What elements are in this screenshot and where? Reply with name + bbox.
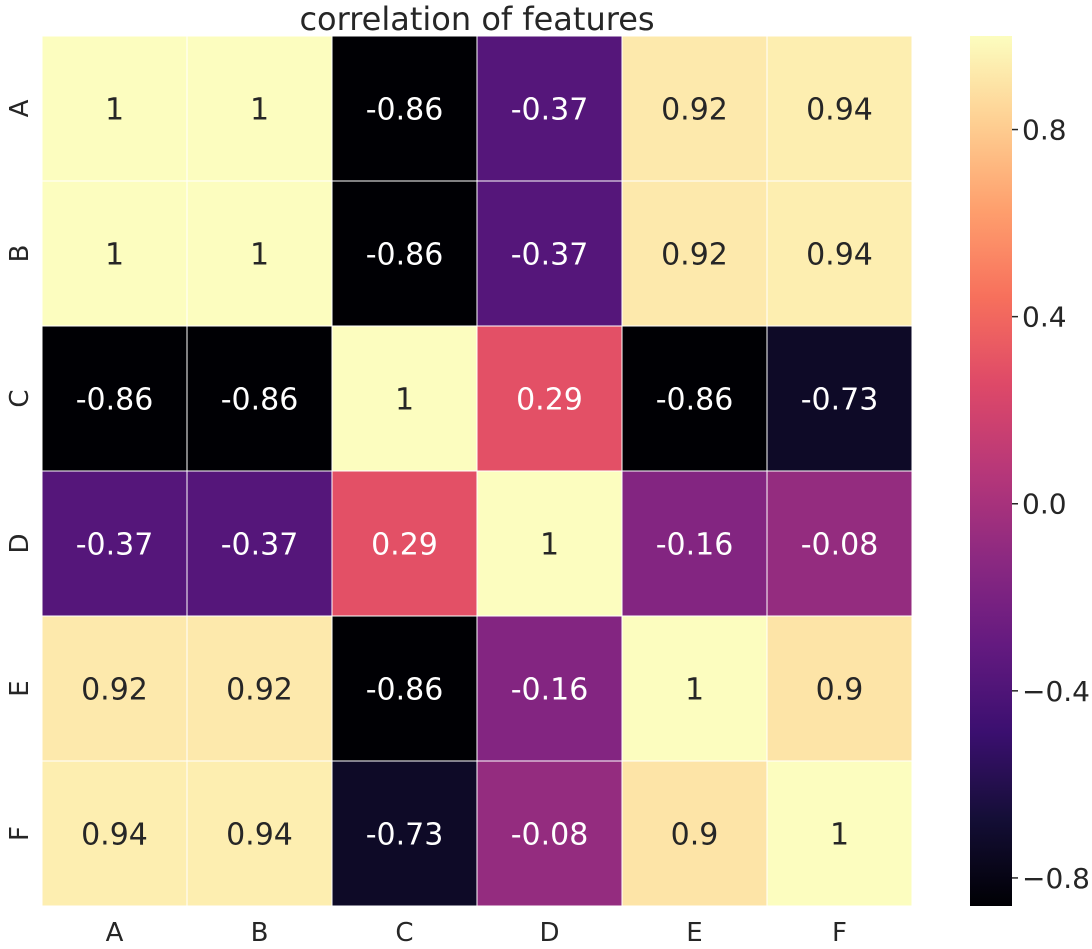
colorbar-gradient — [970, 36, 1012, 906]
colorbar-ticks: 0.8 0.4 0.0 −0.4 −0.8 — [1012, 114, 1090, 895]
cell-annotation-D-B: -0.37 — [221, 528, 299, 563]
heatmap-cell-B-D — [476, 180, 623, 327]
heatmap-cell-E-C — [331, 615, 478, 762]
x-tick-label-D: D — [539, 918, 559, 948]
cell-annotation-C-F: -0.73 — [801, 383, 879, 418]
y-tick-label-B: B — [5, 245, 35, 263]
heatmap-cell-A-F — [766, 35, 913, 182]
cell-annotation-A-D: -0.37 — [511, 93, 589, 128]
heatmap-cells — [41, 35, 913, 907]
heatmap-cell-A-C — [331, 35, 478, 182]
chart-title: correlation of features — [299, 0, 654, 38]
cell-annotation-E-E: 1 — [685, 673, 704, 708]
cell-annotation-E-F: 0.9 — [816, 673, 864, 708]
heatmap-cell-B-F — [766, 180, 913, 327]
cell-annotation-D-E: -0.16 — [656, 528, 734, 563]
heatmap-cell-C-A — [41, 325, 188, 472]
cell-annotation-B-D: -0.37 — [511, 238, 589, 273]
heatmap-cell-A-D — [476, 35, 623, 182]
heatmap-cell-B-B — [186, 180, 333, 327]
heatmap-cell-D-D — [476, 470, 623, 617]
heatmap-cell-B-A — [41, 180, 188, 327]
y-tick-label-C: C — [5, 389, 35, 407]
cell-annotation-D-C: 0.29 — [371, 528, 438, 563]
cell-annotation-A-C: -0.86 — [366, 93, 444, 128]
heatmap-cell-E-F — [766, 615, 913, 762]
y-axis-tick-labels: A B C D E F — [5, 99, 35, 841]
x-axis-tick-labels: A B C D E F — [106, 918, 847, 948]
x-tick-label-E: E — [686, 918, 702, 948]
cell-annotation-A-A: 1 — [105, 93, 124, 128]
cell-annotation-D-D: 1 — [540, 528, 559, 563]
heatmap-cell-C-E — [621, 325, 768, 472]
y-tick-label-E: E — [5, 680, 35, 696]
heatmap-annotations: 1 1 -0.86 -0.37 0.92 0.94 1 1 -0.86 -0.37 0.92 0.94… — [76, 93, 879, 853]
heatmap-cell-F-E — [621, 760, 768, 907]
colorbar: 0.8 0.4 0.0 −0.4 −0.8 — [970, 36, 1090, 906]
cell-annotation-A-F: 0.94 — [806, 93, 873, 128]
x-tick-label-A: A — [106, 918, 124, 948]
heatmap-cell-F-D — [476, 760, 623, 907]
heatmap-cell-D-E — [621, 470, 768, 617]
x-tick-label-C: C — [395, 918, 413, 948]
heatmap-cell-C-B — [186, 325, 333, 472]
cell-annotation-B-A: 1 — [105, 238, 124, 273]
heatmap-cell-D-C — [331, 470, 478, 617]
y-tick-label-A: A — [5, 99, 35, 117]
heatmap-cell-F-F — [766, 760, 913, 907]
cell-annotation-C-A: -0.86 — [76, 383, 154, 418]
cell-annotation-E-B: 0.92 — [226, 673, 293, 708]
heatmap-cell-F-A — [41, 760, 188, 907]
cell-annotation-E-D: -0.16 — [511, 673, 589, 708]
x-tick-label-F: F — [832, 918, 847, 948]
cell-annotation-C-C: 1 — [395, 383, 414, 418]
cell-annotation-F-A: 0.94 — [81, 818, 148, 853]
cell-annotation-E-C: -0.86 — [366, 673, 444, 708]
cell-annotation-C-D: 0.29 — [516, 383, 583, 418]
cell-annotation-B-F: 0.94 — [806, 238, 873, 273]
cell-annotation-B-B: 1 — [250, 238, 269, 273]
cell-annotation-F-F: 1 — [830, 818, 849, 853]
cell-annotation-F-D: -0.08 — [511, 818, 589, 853]
cell-annotation-C-E: -0.86 — [656, 383, 734, 418]
cell-annotation-F-B: 0.94 — [226, 818, 293, 853]
cell-annotation-F-C: -0.73 — [366, 818, 444, 853]
heatmap-cell-E-D — [476, 615, 623, 762]
cell-annotation-B-C: -0.86 — [366, 238, 444, 273]
colorbar-tick-label: −0.4 — [1022, 675, 1090, 708]
heatmap-cell-C-D — [476, 325, 623, 472]
heatmap-cell-A-A — [41, 35, 188, 182]
colorbar-tick-label: 0.8 — [1022, 114, 1067, 147]
cell-annotation-D-A: -0.37 — [76, 528, 154, 563]
colorbar-tick-label: −0.8 — [1022, 862, 1090, 895]
heatmap-cell-A-E — [621, 35, 768, 182]
y-tick-label-D: D — [5, 533, 35, 553]
heatmap-cell-E-A — [41, 615, 188, 762]
heatmap-cell-A-B — [186, 35, 333, 182]
heatmap-cell-C-C — [331, 325, 478, 472]
x-tick-label-B: B — [251, 918, 269, 948]
heatmap-cell-D-B — [186, 470, 333, 617]
cell-annotation-A-B: 1 — [250, 93, 269, 128]
cell-annotation-E-A: 0.92 — [81, 673, 148, 708]
cell-annotation-B-E: 0.92 — [661, 238, 728, 273]
heatmap-cell-D-A — [41, 470, 188, 617]
heatmap-cell-D-F — [766, 470, 913, 617]
cell-annotation-C-B: -0.86 — [221, 383, 299, 418]
heatmap-cell-E-E — [621, 615, 768, 762]
colorbar-tick-label: 0.0 — [1022, 488, 1067, 521]
cell-annotation-A-E: 0.92 — [661, 93, 728, 128]
colorbar-tick-label: 0.4 — [1022, 301, 1067, 334]
cell-annotation-F-E: 0.9 — [671, 818, 719, 853]
heatmap-cell-C-F — [766, 325, 913, 472]
y-tick-label-F: F — [5, 826, 35, 841]
cell-annotation-D-F: -0.08 — [801, 528, 879, 563]
